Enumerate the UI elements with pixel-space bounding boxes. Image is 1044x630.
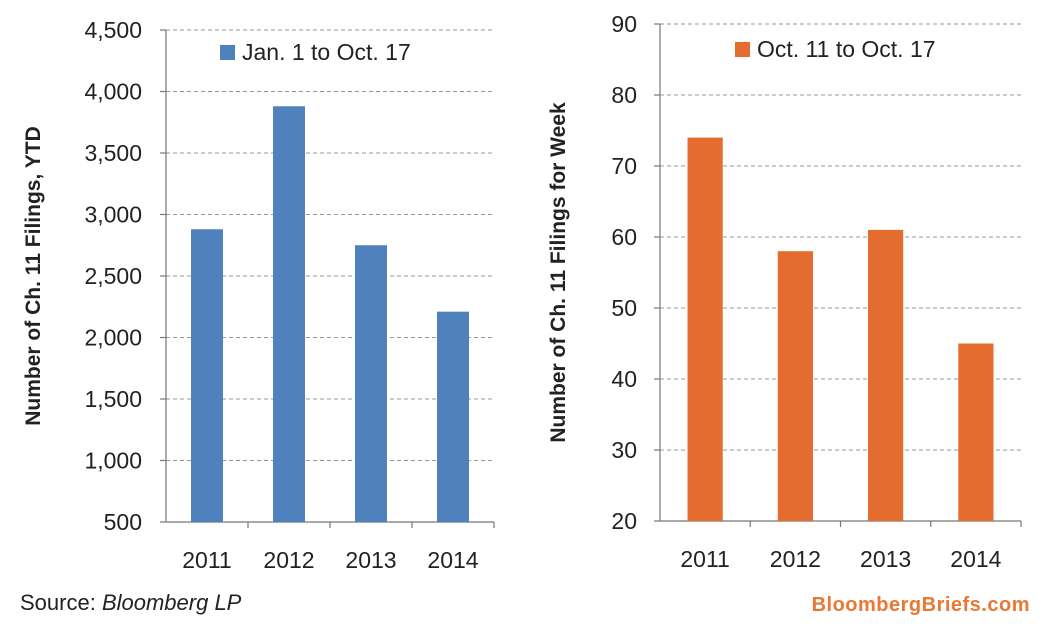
chart1-y-tick-label: 500 — [104, 509, 142, 535]
chart1-bar-2011 — [191, 229, 223, 522]
chart1-y-tick-label: 3,500 — [84, 140, 142, 166]
chart1-y-tick-label: 3,000 — [84, 202, 142, 228]
chart1-legend-label: Jan. 1 to Oct. 17 — [242, 39, 411, 65]
chart2-bar-2013 — [868, 229, 904, 521]
chart2-y-tick-label: 20 — [611, 508, 637, 534]
chart1-y-tick-label: 1,500 — [84, 386, 142, 412]
source-name: Bloomberg LP — [101, 590, 242, 615]
chart2-x-tick-label: 2014 — [950, 546, 1001, 572]
chart2-y-tick-label: 80 — [611, 82, 637, 108]
chart2-y-tick-label: 50 — [611, 295, 637, 321]
chart2-y-tick-label: 40 — [611, 366, 637, 392]
chart2-legend-label: Oct. 11 to Oct. 17 — [757, 36, 936, 62]
chart1-y-tick-label: 2,000 — [84, 325, 142, 351]
chart2-x-tick-label: 2012 — [770, 546, 821, 572]
chart1-x-tick-label: 2013 — [345, 547, 396, 573]
chart1-x-tick-label: 2011 — [182, 547, 231, 573]
chart1-legend-swatch — [220, 45, 235, 60]
chart2-y-axis-title: Number of Ch. 11 Filings for Week — [547, 102, 570, 443]
chart1-bar-2012 — [273, 106, 305, 522]
chart2-bar-2014 — [958, 343, 994, 521]
chart1-bar-2013 — [355, 245, 387, 522]
chart2-y-tick-label: 60 — [611, 224, 637, 250]
chart2-x-tick-label: 2013 — [860, 546, 911, 572]
chart1-y-tick-label: 4,000 — [84, 79, 142, 105]
chart2-y-tick-label: 30 — [611, 437, 637, 463]
chart1-y-tick-label: 2,500 — [84, 263, 142, 289]
source-prefix: Source: — [20, 590, 102, 615]
chart2-legend-swatch — [735, 42, 750, 57]
chart1-y-tick-label: 4,500 — [84, 17, 142, 43]
source-note: Source: Bloomberg LP — [20, 590, 241, 616]
chart2-bar-2012 — [777, 251, 813, 521]
chart1-x-tick-label: 2014 — [427, 547, 478, 573]
chart1-x-tick-label: 2012 — [263, 547, 314, 573]
chart1-y-axis-title: Number of Ch. 11 Filings, YTD — [22, 126, 45, 426]
chart2-y-tick-label: 70 — [611, 153, 637, 179]
chart2-bar-2011 — [687, 137, 723, 521]
chart2-x-tick-label: 2011 — [680, 546, 729, 572]
chart2-y-tick-label: 90 — [611, 11, 637, 37]
chart1-bar-2014 — [437, 311, 469, 522]
brand-watermark: BloombergBriefs.com — [811, 594, 1030, 616]
chart1-y-tick-label: 1,000 — [84, 448, 142, 474]
